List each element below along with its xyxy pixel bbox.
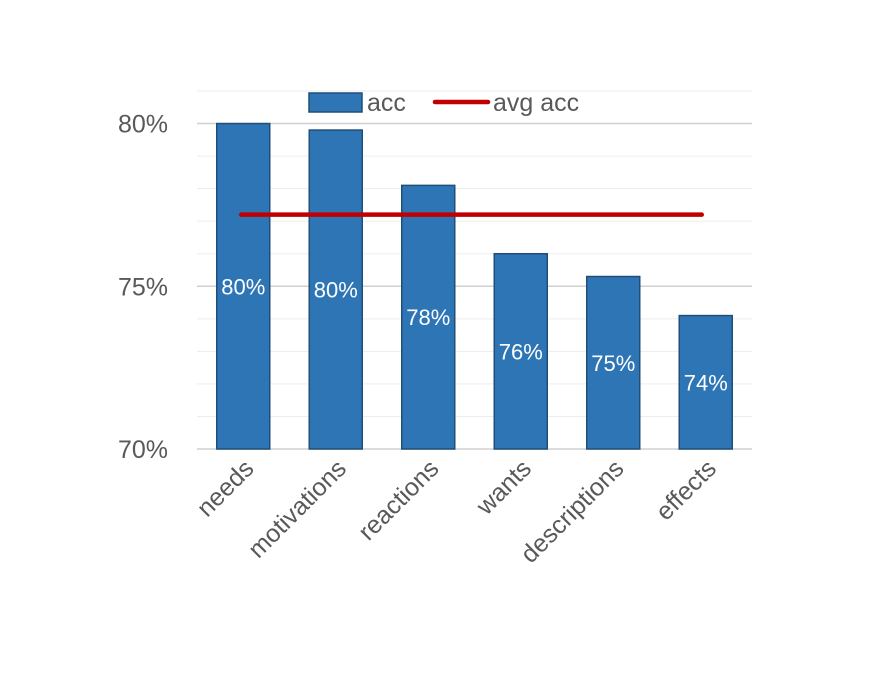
y-axis-ticks: 70% 75% 80% [118, 111, 168, 464]
bar-effects [678, 314, 733, 450]
bar-descriptions [586, 275, 641, 450]
bar-needs [216, 122, 271, 450]
bars: 80% 80% 78% 76% 75% 74% [216, 122, 733, 450]
grid-lines [197, 90, 752, 450]
bar-data-label: 76% [499, 339, 543, 364]
legend: acc avg acc [308, 89, 579, 117]
bar-data-label: 78% [406, 305, 450, 330]
bar-wants [493, 252, 548, 450]
x-category-label: wants [470, 454, 537, 521]
x-category-label: effects [650, 454, 722, 526]
y-tick-label: 70% [118, 436, 168, 464]
bar-data-label: 75% [591, 351, 635, 376]
y-tick-label: 75% [118, 273, 168, 301]
legend-acc-swatch [308, 92, 363, 113]
y-tick-label: 80% [118, 111, 168, 139]
x-category-label: needs [192, 454, 260, 522]
bar-reactions [401, 184, 456, 450]
bar-data-label: 80% [314, 278, 358, 303]
bar-data-label: 80% [221, 274, 265, 299]
x-category-label: motivations [243, 454, 352, 563]
legend-avg-label: avg acc [493, 89, 579, 117]
legend-acc-label: acc [367, 89, 406, 117]
bar-data-label: 74% [684, 370, 728, 395]
x-category-label: reactions [353, 454, 445, 546]
bar-motivations [308, 129, 363, 450]
